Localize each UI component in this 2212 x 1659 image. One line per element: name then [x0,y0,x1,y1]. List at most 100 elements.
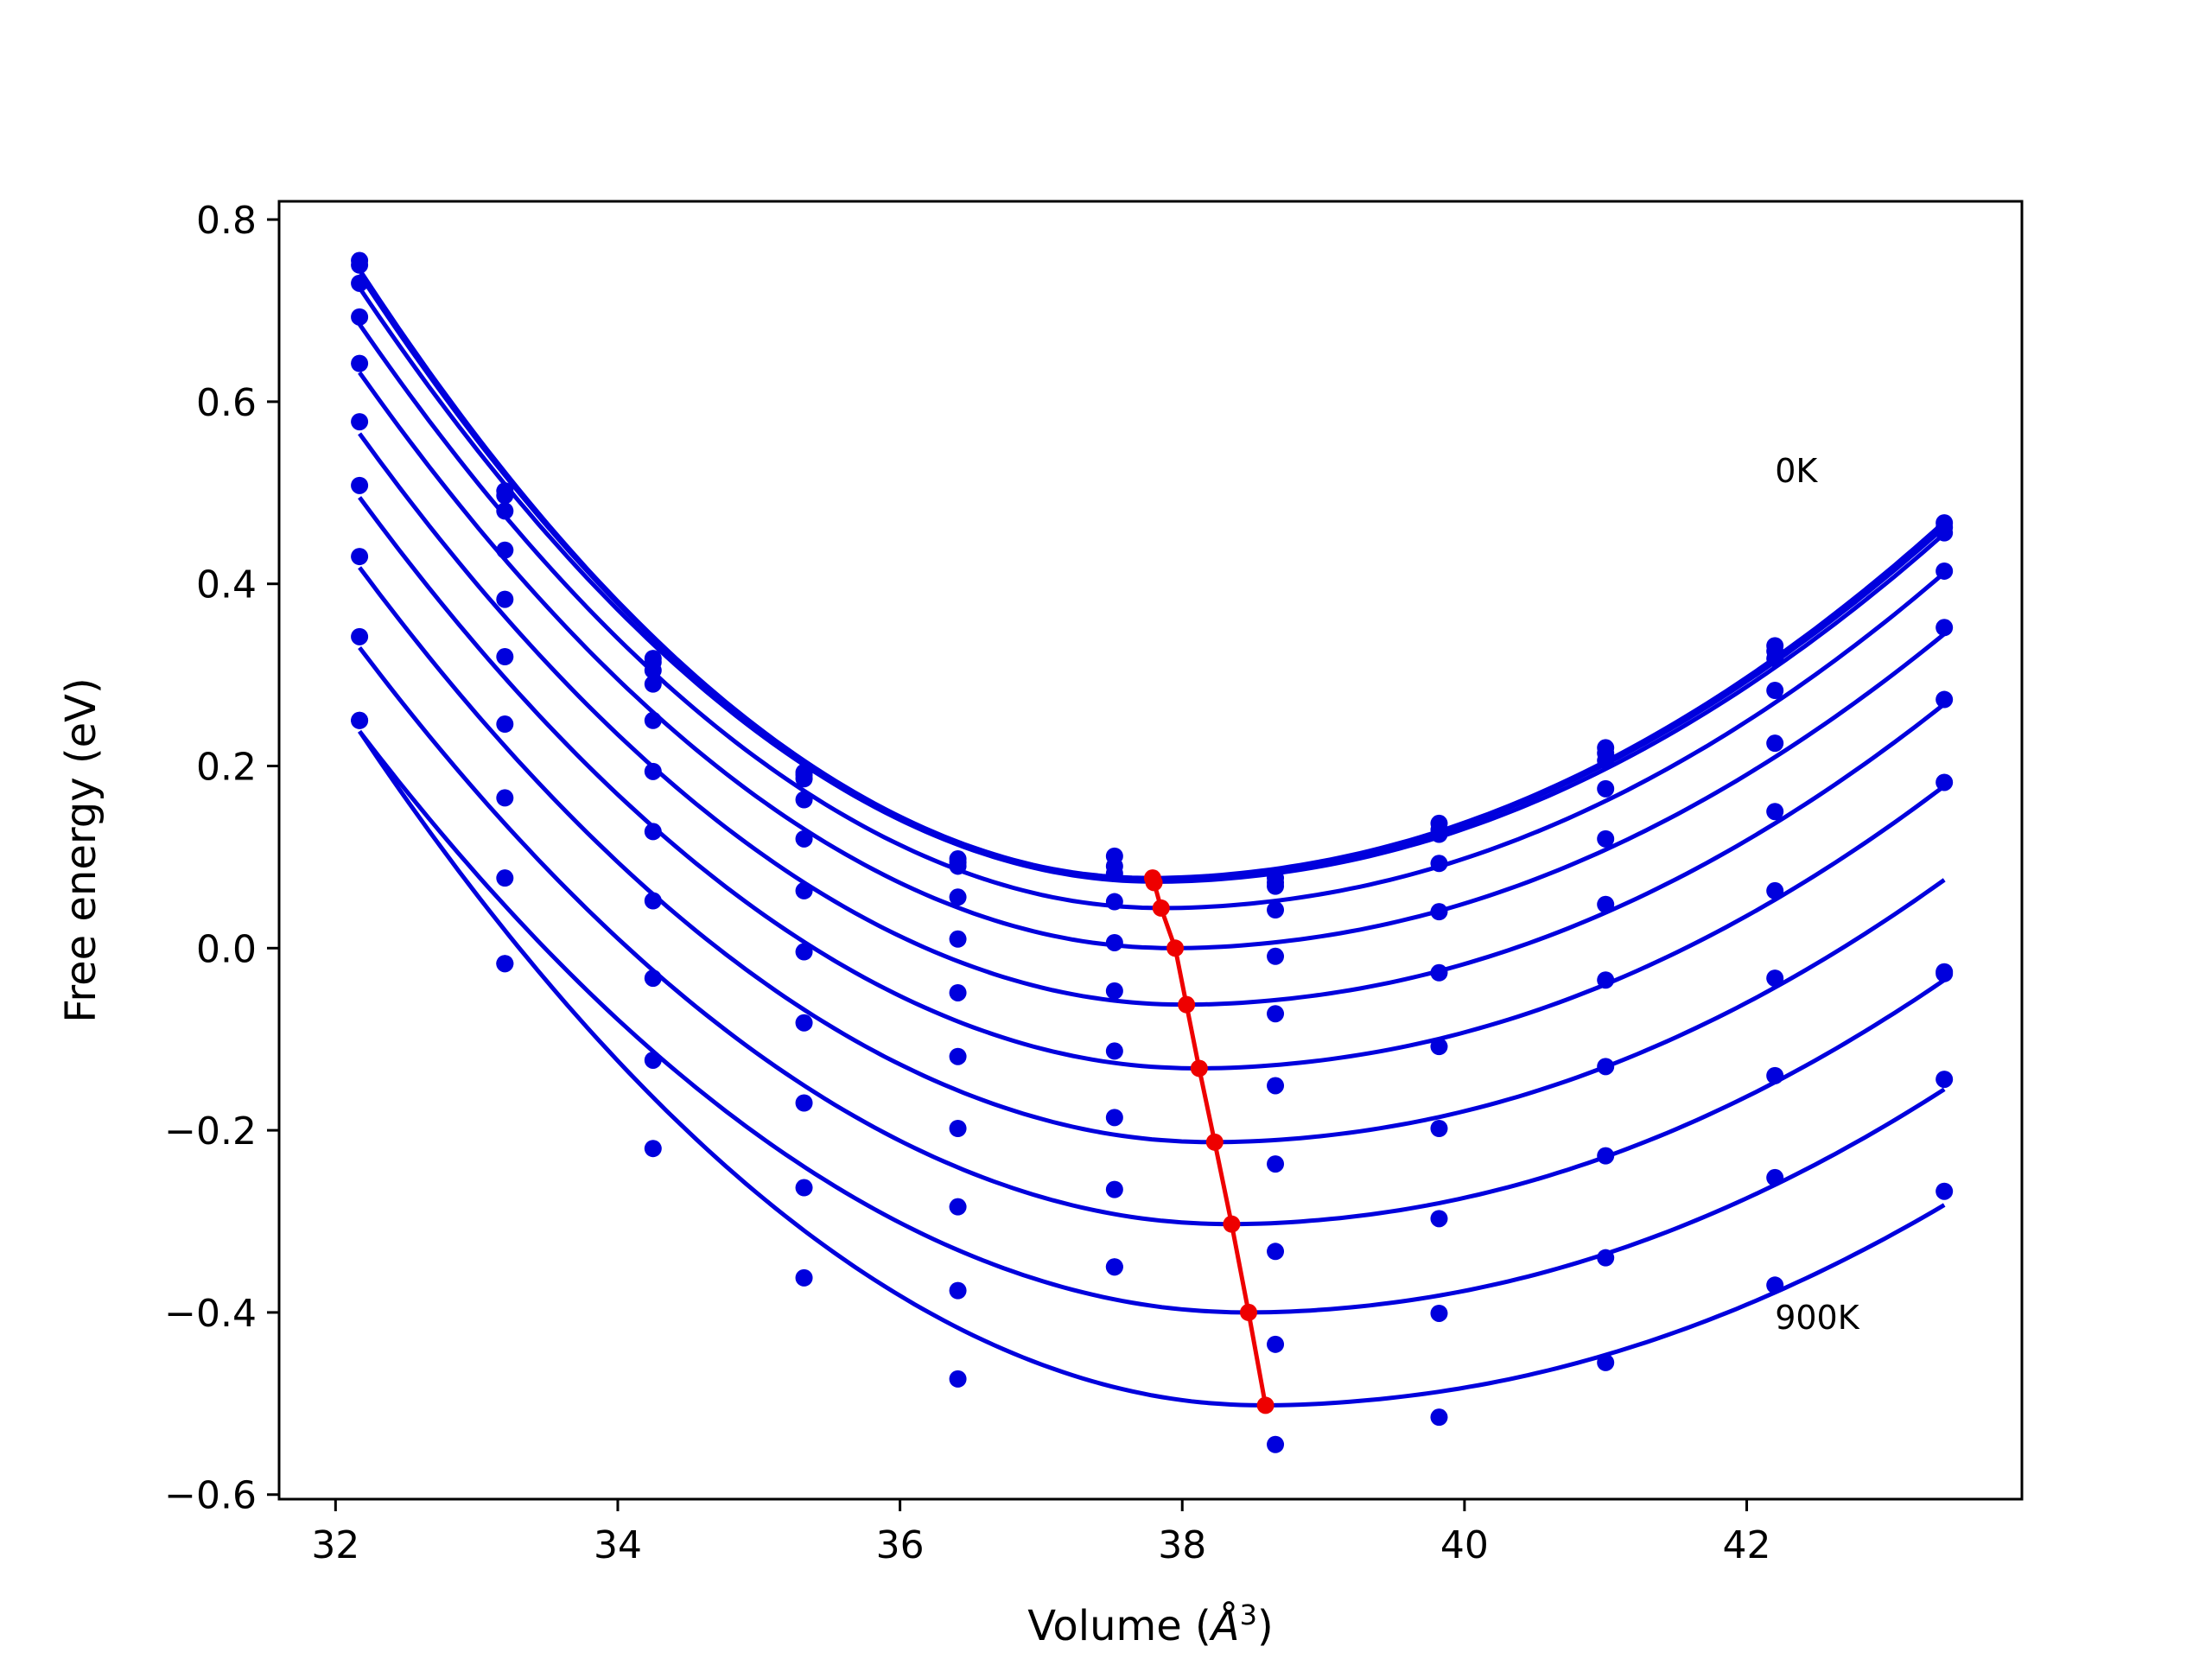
annotation-label: 900K [1775,1299,1860,1337]
data-point [1597,1249,1615,1267]
data-point [1430,1120,1448,1138]
data-point [1597,779,1615,798]
data-point [1597,1147,1615,1165]
data-point [1766,682,1784,700]
data-point [351,476,369,494]
data-point [496,502,514,520]
data-point [1267,877,1285,895]
data-point [644,969,662,988]
data-point [1105,933,1123,951]
data-point [1936,524,1954,542]
data-point [351,274,369,292]
data-point [795,770,813,788]
data-point [795,943,813,961]
minimum-point [1152,899,1170,917]
data-point [1766,803,1784,821]
data-point [1597,1058,1615,1076]
data-point [1430,1038,1448,1056]
data-point [1597,895,1615,913]
data-point [949,888,967,906]
data-point [1597,752,1615,770]
data-point [1766,969,1784,988]
fit-curve-800K [358,645,1946,1227]
data-point [1766,881,1784,899]
data-point [644,711,662,729]
data-point [1267,1155,1285,1173]
minimum-point [1190,1059,1208,1077]
x-tick-label: 32 [311,1523,359,1567]
minimum-point [1145,874,1163,892]
data-point [1267,1243,1285,1261]
y-tick-label: −0.4 [164,1292,257,1336]
data-point [1766,1066,1784,1084]
data-point [1936,690,1954,709]
data-point [795,1179,813,1197]
data-point [949,983,967,1001]
data-point [496,955,514,973]
data-point [1267,947,1285,965]
data-point [1105,1258,1123,1276]
minimum-point [1178,995,1196,1014]
data-point [496,590,514,608]
data-point [1430,903,1448,921]
y-tick-label: 0.0 [196,927,257,971]
data-point [496,869,514,887]
data-point [1267,1335,1285,1353]
data-point [1766,734,1784,753]
data-point [949,1047,967,1065]
data-point [1105,1042,1123,1060]
data-point [1267,1435,1285,1453]
data-point [949,1120,967,1138]
minimum-point [1166,939,1185,957]
data-point [1430,1210,1448,1228]
x-axis-label-exponent: 3 [1240,1599,1257,1631]
data-point [644,1051,662,1069]
data-point [795,1014,813,1032]
data-point [795,1268,813,1287]
fit-curve-900K [358,729,1946,1315]
data-point [1936,1182,1954,1200]
data-point [1430,1304,1448,1322]
plot-area [351,251,1954,1453]
fit-curve-400K [358,371,1946,950]
data-point [351,548,369,566]
data-point [1105,982,1123,1000]
y-tick-label: 0.6 [196,381,257,425]
fit-curve-1000K [358,729,1946,1408]
y-tick-label: 0.4 [196,563,257,607]
x-axis-label-unit: Å [1209,1601,1240,1650]
fit-curve-600K [358,496,1946,1071]
data-point [1936,773,1954,791]
data-point [949,1281,967,1300]
y-tick-label: −0.2 [164,1109,257,1154]
data-point [351,354,369,372]
minimum-point [1223,1215,1241,1233]
data-point [1597,971,1615,989]
data-point [496,715,514,734]
minimum-point [1205,1133,1224,1151]
fit-curve-500K [358,432,1946,1007]
data-point [949,930,967,948]
data-point [1766,1168,1784,1186]
x-tick-label: 34 [594,1523,642,1567]
data-point [949,1370,967,1388]
data-point [351,627,369,645]
data-point [1936,562,1954,580]
axis-ticks: 32 34 36 38 40 42 −0.6 −0.4 −0.2 0.0 0.2 0.4 0.6 0.8 [164,199,1770,1567]
data-point [644,892,662,910]
data-point [795,881,813,899]
data-point [496,789,514,807]
data-point [644,675,662,693]
minima-line [1150,877,1268,1406]
y-tick-label: −0.6 [164,1474,257,1518]
data-point [1267,901,1285,919]
data-point [351,256,369,274]
data-point [1936,1071,1954,1089]
data-point [1766,1276,1784,1294]
data-point [1430,1408,1448,1427]
data-point [1430,855,1448,873]
data-point [644,762,662,780]
data-point [1766,650,1784,668]
